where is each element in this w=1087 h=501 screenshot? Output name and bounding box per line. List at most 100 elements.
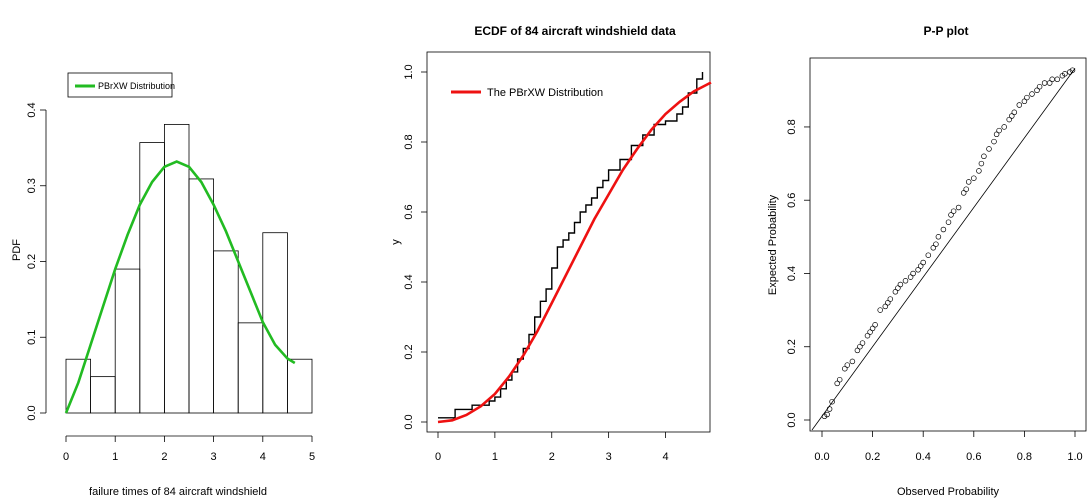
data-point bbox=[834, 380, 840, 387]
pp-plot-panel: P-P plot 0.0 0.2 0.4 0.6 0.8 1.0 0.0 0.2 0.4 0.6 0.… bbox=[730, 0, 1087, 501]
data-point bbox=[1029, 91, 1035, 97]
data-point bbox=[933, 241, 939, 247]
x-axis-label: Observed Probability bbox=[897, 486, 1000, 498]
data-point bbox=[869, 325, 876, 332]
data-point bbox=[887, 296, 894, 302]
x-tick-label: 4 bbox=[662, 451, 668, 463]
y-tick-label: 0.2 bbox=[403, 344, 415, 359]
data-point bbox=[1069, 67, 1076, 73]
cdf-curve bbox=[437, 81, 712, 424]
ecdf-panel: ECDF of 84 aircraft windshield data 0 1 2 3 4… bbox=[355, 0, 730, 501]
data-point bbox=[895, 285, 901, 291]
x-tick-label: 3 bbox=[211, 451, 217, 463]
data-point bbox=[930, 245, 937, 251]
plot-frame bbox=[426, 51, 711, 433]
data-point bbox=[960, 190, 967, 196]
data-point bbox=[1011, 109, 1018, 116]
data-point bbox=[910, 270, 916, 277]
x-tick-label: 4 bbox=[260, 451, 266, 463]
data-point bbox=[996, 127, 1002, 134]
data-point bbox=[976, 168, 982, 174]
pp-plot-chart: P-P plot 0.0 0.2 0.4 0.6 0.8 1.0 0.0 0.2 0.4 0.6 0.… bbox=[767, 24, 1087, 498]
data-point bbox=[978, 160, 985, 167]
x-tick-label: 0.2 bbox=[865, 451, 880, 463]
ecdf-chart: ECDF of 84 aircraft windshield data 0 1 2 3 4… bbox=[390, 24, 712, 463]
data-point bbox=[864, 332, 871, 339]
data-point bbox=[1062, 71, 1068, 77]
y-tick-label: 0.3 bbox=[26, 178, 38, 193]
plot-frame bbox=[809, 57, 1087, 432]
y-tick-label: 0.6 bbox=[403, 204, 415, 219]
x-tick-label: 0 bbox=[435, 451, 441, 463]
x-tick-label: 0.8 bbox=[1017, 451, 1032, 463]
data-point bbox=[882, 303, 889, 310]
x-tick-label: 1 bbox=[112, 451, 118, 463]
data-point bbox=[1021, 98, 1028, 105]
x-axis-label: failure times of 84 aircraft windshield bbox=[89, 486, 267, 498]
data-point bbox=[963, 186, 969, 192]
data-point bbox=[1001, 124, 1007, 130]
histogram-bar bbox=[286, 358, 313, 414]
data-point bbox=[859, 340, 866, 346]
data-point bbox=[829, 398, 835, 405]
y-tick-label: 0.4 bbox=[26, 102, 38, 117]
x-tick-label: 0.0 bbox=[814, 451, 829, 463]
y-tick-label: 0.1 bbox=[26, 330, 38, 345]
data-point bbox=[1006, 116, 1012, 123]
data-point bbox=[948, 212, 954, 218]
histogram-bar bbox=[114, 268, 141, 414]
histogram-panel: 0 1 2 3 4 5 0.0 0.1 0.2 0.3 0.4 failure times of 84… bbox=[0, 0, 355, 501]
data-point bbox=[965, 179, 972, 185]
data-point bbox=[986, 146, 992, 152]
y-tick-label: 0.4 bbox=[403, 274, 415, 289]
data-point bbox=[867, 329, 873, 335]
data-point bbox=[917, 263, 924, 269]
histogram-bar bbox=[237, 322, 264, 414]
y-tick-label: 0.2 bbox=[26, 254, 38, 269]
ecdf-step-line bbox=[438, 72, 704, 419]
data-point bbox=[925, 252, 932, 258]
data-point bbox=[1046, 80, 1053, 86]
chart-title: P-P plot bbox=[923, 24, 968, 38]
x-tick-label: 1.0 bbox=[1067, 451, 1082, 463]
y-tick-label: 0.0 bbox=[403, 414, 415, 429]
data-point bbox=[993, 131, 1000, 138]
x-tick-label: 2 bbox=[549, 451, 555, 463]
data-point bbox=[971, 175, 977, 181]
y-tick-label: 0.0 bbox=[26, 405, 38, 420]
y-axis-label: PDF bbox=[11, 239, 23, 261]
y-tick-label: 1.0 bbox=[403, 64, 415, 79]
data-point bbox=[935, 234, 942, 240]
data-point bbox=[849, 358, 856, 365]
x-tick-label: 1 bbox=[492, 451, 498, 463]
reference-line bbox=[811, 68, 1076, 431]
data-point bbox=[1049, 76, 1055, 83]
histogram-bar bbox=[213, 250, 239, 414]
data-point bbox=[826, 406, 833, 412]
x-tick-label: 0 bbox=[63, 451, 69, 463]
data-point bbox=[1024, 94, 1030, 101]
data-point bbox=[885, 300, 891, 306]
data-point bbox=[897, 281, 904, 288]
chart-title: ECDF of 84 aircraft windshield data bbox=[474, 24, 676, 38]
data-point bbox=[915, 267, 921, 273]
data-point bbox=[940, 226, 947, 233]
y-tick-label: 0.8 bbox=[403, 134, 415, 149]
x-tick-label: 3 bbox=[606, 451, 612, 463]
data-point bbox=[1036, 83, 1043, 90]
data-point bbox=[955, 204, 962, 211]
data-point bbox=[1016, 102, 1023, 108]
data-point bbox=[836, 376, 843, 383]
y-tick-label: 0.4 bbox=[786, 266, 798, 281]
data-point bbox=[1054, 76, 1061, 83]
y-tick-label: 0.8 bbox=[786, 119, 798, 134]
histogram-bar bbox=[188, 178, 215, 414]
legend-label: The PBrXW Distribution bbox=[487, 87, 603, 99]
data-point bbox=[1034, 87, 1040, 94]
y-axis-label: Expected Probability bbox=[767, 194, 779, 295]
data-point bbox=[842, 365, 848, 372]
data-point bbox=[857, 343, 863, 350]
data-point bbox=[877, 307, 883, 313]
data-point bbox=[920, 259, 926, 266]
x-tick-label: 2 bbox=[161, 451, 167, 463]
